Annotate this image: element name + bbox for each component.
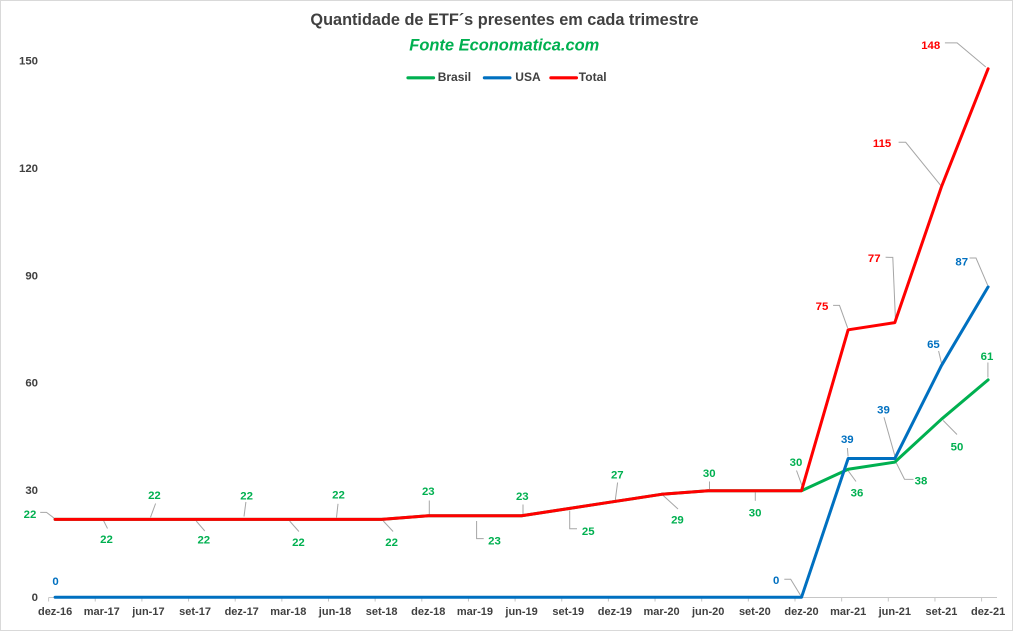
- svg-text:dez-18: dez-18: [411, 606, 445, 618]
- svg-text:Total: Total: [579, 70, 607, 84]
- svg-text:29: 29: [671, 514, 684, 526]
- svg-text:30: 30: [790, 457, 803, 469]
- svg-text:mar-19: mar-19: [457, 606, 493, 618]
- svg-text:22: 22: [24, 509, 37, 521]
- svg-text:38: 38: [915, 475, 928, 487]
- svg-text:120: 120: [19, 163, 38, 175]
- svg-text:60: 60: [25, 378, 38, 390]
- svg-text:22: 22: [292, 537, 305, 549]
- svg-text:set-18: set-18: [366, 606, 398, 618]
- svg-text:22: 22: [100, 534, 113, 546]
- svg-text:65: 65: [927, 339, 940, 351]
- svg-text:23: 23: [422, 486, 435, 498]
- svg-text:22: 22: [240, 491, 253, 503]
- svg-text:30: 30: [749, 508, 762, 520]
- svg-text:dez-19: dez-19: [598, 606, 632, 618]
- svg-text:Fonte Economatica.com: Fonte Economatica.com: [409, 37, 599, 55]
- svg-text:22: 22: [332, 490, 345, 502]
- svg-text:87: 87: [955, 257, 968, 269]
- svg-text:jun-21: jun-21: [878, 606, 911, 618]
- svg-text:jun-19: jun-19: [504, 606, 537, 618]
- svg-text:0: 0: [773, 575, 779, 587]
- svg-text:0: 0: [52, 576, 58, 588]
- svg-text:jun-17: jun-17: [131, 606, 164, 618]
- svg-text:Quantidade de ETF´s presentes: Quantidade de ETF´s presentes em cada tr…: [310, 11, 698, 29]
- svg-text:36: 36: [851, 488, 864, 500]
- svg-text:23: 23: [516, 491, 529, 503]
- svg-text:23: 23: [488, 536, 501, 548]
- svg-text:39: 39: [877, 405, 890, 417]
- svg-text:dez-17: dez-17: [225, 606, 259, 618]
- svg-text:mar-21: mar-21: [830, 606, 866, 618]
- svg-text:mar-18: mar-18: [270, 606, 306, 618]
- svg-text:90: 90: [25, 270, 38, 282]
- svg-text:set-17: set-17: [179, 606, 211, 618]
- svg-text:dez-21: dez-21: [971, 606, 1005, 618]
- svg-text:jun-20: jun-20: [691, 606, 724, 618]
- svg-text:set-20: set-20: [739, 606, 771, 618]
- svg-text:dez-16: dez-16: [38, 606, 72, 618]
- svg-text:USA: USA: [515, 70, 541, 84]
- svg-text:77: 77: [868, 253, 881, 265]
- svg-text:22: 22: [148, 490, 161, 502]
- svg-text:50: 50: [951, 441, 964, 453]
- svg-text:dez-20: dez-20: [784, 606, 818, 618]
- svg-text:75: 75: [816, 301, 829, 313]
- svg-text:27: 27: [611, 469, 624, 481]
- svg-text:jun-18: jun-18: [318, 606, 351, 618]
- svg-text:mar-17: mar-17: [84, 606, 120, 618]
- svg-text:22: 22: [385, 537, 398, 549]
- svg-text:30: 30: [25, 485, 38, 497]
- svg-text:115: 115: [873, 138, 892, 150]
- svg-text:25: 25: [582, 526, 595, 538]
- svg-text:150: 150: [19, 56, 38, 68]
- svg-text:148: 148: [921, 40, 940, 52]
- svg-text:mar-20: mar-20: [644, 606, 680, 618]
- svg-text:61: 61: [981, 351, 994, 363]
- svg-text:22: 22: [197, 535, 210, 547]
- svg-text:set-19: set-19: [552, 606, 584, 618]
- svg-text:set-21: set-21: [926, 606, 958, 618]
- svg-text:0: 0: [32, 592, 38, 604]
- svg-text:39: 39: [841, 434, 854, 446]
- svg-text:Brasil: Brasil: [438, 70, 471, 84]
- svg-text:30: 30: [703, 468, 716, 480]
